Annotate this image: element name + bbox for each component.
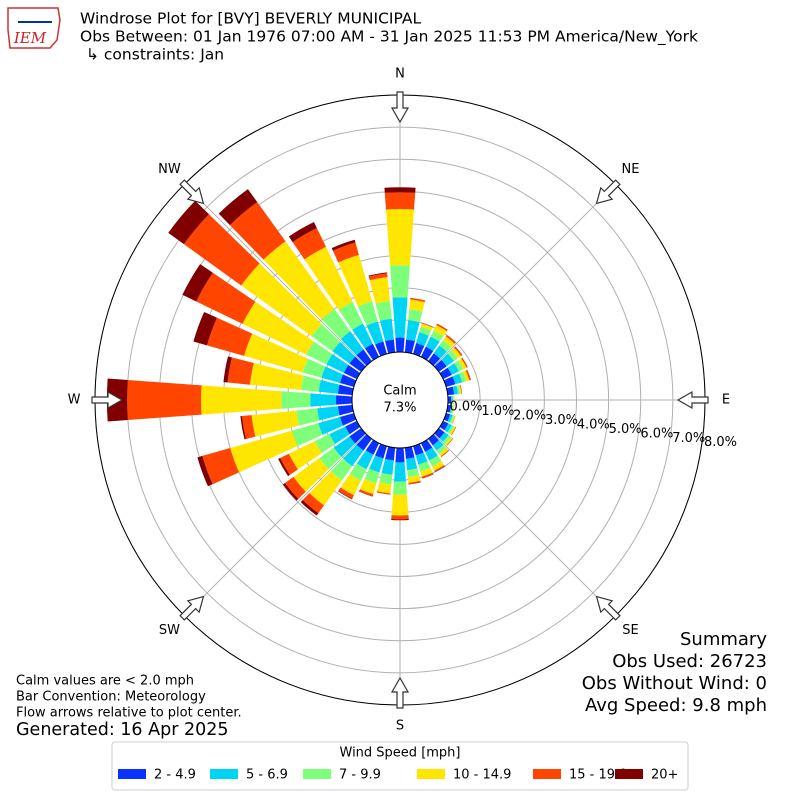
bar-segment (127, 380, 201, 420)
bar-segment (338, 385, 354, 395)
bar-segment (392, 494, 409, 515)
logo: IEM (8, 8, 60, 48)
bar-segment (395, 338, 404, 353)
polar-plot: Calm 7.3% 0.0%1.0%2.0%3.0%4.0%5.0%6.0%7.0%… (68, 67, 737, 734)
direction-label: E (722, 393, 730, 408)
summary-line: Avg Speed: 9.8 mph (585, 695, 767, 716)
ring-label: 7.0% (672, 431, 705, 446)
direction-label: SE (622, 623, 638, 638)
bar-segment (296, 408, 319, 425)
bar-segment (379, 473, 392, 485)
legend-label: 10 - 14.9 (453, 768, 511, 783)
note: Calm values are < 2.0 mph (16, 674, 194, 689)
bar-segment (385, 447, 395, 461)
ring-label: 4.0% (577, 417, 610, 432)
direction-label: N (395, 67, 405, 82)
legend-label: 7 - 9.9 (339, 768, 381, 783)
flow-arrow-shape (392, 678, 408, 708)
bar-segment (228, 357, 254, 384)
flow-arrow-shape (591, 591, 624, 624)
bar-segment (384, 187, 415, 193)
bar-segment (310, 393, 336, 406)
flow-arrow (678, 392, 708, 408)
bar-segment (405, 339, 415, 353)
summary-line: Obs Without Wind: 0 (582, 673, 767, 694)
bar-segment (385, 339, 395, 353)
constraints: ↳ constraints: Jan (86, 46, 224, 64)
bar-segment (386, 209, 414, 266)
legend-label: 2 - 4.9 (154, 768, 196, 783)
ring-label: 0.0% (450, 399, 483, 414)
bar-segment (408, 309, 422, 322)
grid-spoke (434, 434, 616, 616)
direction-label: NE (622, 162, 640, 177)
summary-line: Obs Used: 26723 (612, 651, 767, 672)
bar-segment (336, 395, 352, 404)
bar-segment (390, 265, 410, 297)
ring-label: 3.0% (545, 413, 578, 428)
legend-swatch (533, 769, 561, 779)
legend-label: 20+ (651, 768, 678, 783)
legend-swatch (118, 769, 146, 779)
subtitle: Obs Between: 01 Jan 1976 07:00 AM - 31 J… (80, 28, 698, 47)
bar-segment (385, 192, 415, 209)
flow-arrow-shape (177, 591, 210, 624)
ring-label: 6.0% (640, 426, 673, 441)
bar-segment (406, 457, 417, 470)
bar-segment (319, 380, 340, 394)
bar-segment (201, 385, 282, 414)
legend-swatch (417, 769, 445, 779)
summary-title: Summary (680, 629, 767, 650)
bar-segment (393, 482, 407, 495)
flow-arrow (392, 678, 408, 708)
direction-label: SW (159, 623, 180, 638)
bar-segment (338, 405, 354, 415)
note: Flow arrows relative to plot center. (16, 706, 242, 721)
flow-arrow (591, 177, 624, 210)
ring-label: 1.0% (481, 404, 514, 419)
note: Bar Convention: Meteorology (16, 690, 206, 705)
legend-swatch (615, 769, 643, 779)
bar-segment (391, 515, 408, 519)
flow-arrow (392, 92, 408, 122)
bar-segment (405, 447, 415, 459)
flow-arrow-shape (392, 92, 408, 122)
legend-swatch (210, 769, 238, 779)
flow-arrow-shape (678, 392, 708, 408)
bar-segment (395, 448, 404, 463)
legend-swatch (303, 769, 331, 779)
legend-title: Wind Speed [mph] (340, 746, 461, 761)
calm-label: Calm (383, 384, 416, 399)
flow-arrow-shape (591, 177, 624, 210)
bar-segment (376, 301, 392, 321)
legend-label: 5 - 6.9 (246, 768, 288, 783)
title: Windrose Plot for [BVY] BEVERLY MUNICIPA… (80, 10, 421, 28)
direction-label: S (396, 719, 404, 734)
bar-segment (281, 391, 310, 408)
ring-label: 2.0% (513, 408, 546, 423)
direction-label: W (68, 393, 81, 408)
generated: Generated: 16 Apr 2025 (16, 720, 229, 740)
bar-segment (301, 376, 321, 392)
ring-label: 8.0% (704, 435, 737, 450)
flow-arrow (591, 591, 624, 624)
flow-arrow (177, 591, 210, 624)
bar-segment (370, 277, 390, 303)
bar-segment (392, 297, 407, 337)
direction-label: NW (158, 162, 181, 177)
bar-segment (382, 459, 394, 475)
grid-spoke (434, 184, 616, 366)
logo-text: IEM (13, 29, 47, 47)
calm-value: 7.3% (383, 401, 416, 416)
ring-label: 5.0% (609, 422, 642, 437)
bar-segment (394, 462, 406, 481)
